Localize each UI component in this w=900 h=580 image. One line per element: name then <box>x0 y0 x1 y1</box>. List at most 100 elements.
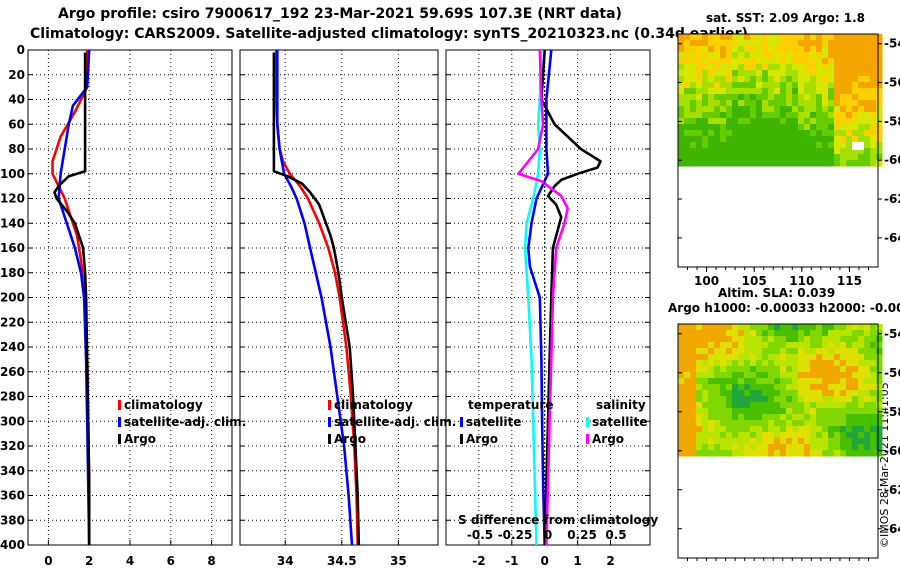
map-cell <box>864 70 871 77</box>
map-cell <box>834 124 841 131</box>
map-cell <box>846 130 853 137</box>
map-cell <box>762 450 769 457</box>
map-cell <box>678 396 685 403</box>
map-cell <box>690 46 697 53</box>
map-cell <box>876 142 883 149</box>
map-cell <box>840 354 847 361</box>
diff-legend-temp-sat: satellite <box>466 415 521 429</box>
map-cell <box>720 384 727 391</box>
map-cell <box>816 40 823 47</box>
map-cell <box>714 402 721 409</box>
map-cell <box>804 366 811 373</box>
map-cell <box>774 160 781 167</box>
map-cell <box>816 106 823 113</box>
map-cell <box>804 118 811 125</box>
map-cell <box>816 384 823 391</box>
map-cell <box>708 82 715 89</box>
map-cell <box>840 88 847 95</box>
sst-data-gap <box>852 142 864 150</box>
map-cell <box>816 336 823 343</box>
map-cell <box>774 124 781 131</box>
map-cell <box>744 390 751 397</box>
map-cell <box>840 46 847 53</box>
map-cell <box>696 432 703 439</box>
map-cell <box>678 52 685 59</box>
map-cell <box>846 118 853 125</box>
map-cell <box>714 52 721 59</box>
x-tick-label: -2 <box>472 554 485 568</box>
map-cell <box>816 136 823 143</box>
map-cell <box>678 384 685 391</box>
map-cell <box>762 118 769 125</box>
map-cell <box>720 324 727 331</box>
map-cell <box>738 118 745 125</box>
map-cell <box>798 342 805 349</box>
map-cell <box>828 324 835 331</box>
map-cell <box>828 330 835 337</box>
map-cell <box>816 324 823 331</box>
map-cell <box>786 124 793 131</box>
y-tick-label: 400 <box>0 538 25 552</box>
map-cell <box>726 64 733 71</box>
map-cell <box>738 342 745 349</box>
map-cell <box>834 342 841 349</box>
map-cell <box>726 366 733 373</box>
map-cell <box>762 360 769 367</box>
map-cell <box>858 348 865 355</box>
map-cell <box>810 64 817 71</box>
map-cell <box>678 336 685 343</box>
map-cell <box>702 136 709 143</box>
map-cell <box>756 94 763 101</box>
map-cell <box>876 154 883 161</box>
map-cell <box>822 94 829 101</box>
map-cell <box>720 88 727 95</box>
map-cell <box>780 384 787 391</box>
map-cell <box>732 360 739 367</box>
map-cell <box>726 360 733 367</box>
map-cell <box>726 396 733 403</box>
map-cell <box>720 432 727 439</box>
map-cell <box>786 70 793 77</box>
map-cell <box>732 330 739 337</box>
map-cell <box>696 450 703 457</box>
map-cell <box>744 372 751 379</box>
map-cell <box>822 336 829 343</box>
map-cell <box>696 336 703 343</box>
map-cell <box>858 106 865 113</box>
map-cell <box>804 136 811 143</box>
map-cell <box>846 148 853 155</box>
map-cell <box>804 52 811 59</box>
map-cell <box>840 420 847 427</box>
map-cell <box>858 46 865 53</box>
figure-title-line2: Climatology: CARS2009. Satellite-adjuste… <box>30 26 748 42</box>
map-cell <box>690 148 697 155</box>
map-cell <box>678 64 685 71</box>
map-cell <box>864 82 871 89</box>
map-cell <box>756 402 763 409</box>
map-cell <box>870 378 877 385</box>
map-cell <box>834 142 841 149</box>
map-cell <box>834 330 841 337</box>
map-cell <box>762 70 769 77</box>
map-cell <box>768 390 775 397</box>
map-cell <box>768 100 775 107</box>
map-cell <box>810 342 817 349</box>
map-cell <box>696 408 703 415</box>
map-y-tick-label: -54 <box>884 37 900 51</box>
map-cell <box>696 354 703 361</box>
map-cell <box>810 34 817 41</box>
map-cell <box>792 130 799 137</box>
map-cell <box>726 426 733 433</box>
map-cell <box>774 148 781 155</box>
map-cell <box>792 330 799 337</box>
map-cell <box>810 130 817 137</box>
map-cell <box>750 124 757 131</box>
legend-swatch <box>328 417 331 427</box>
map-cell <box>834 444 841 451</box>
map-cell <box>870 330 877 337</box>
map-cell <box>798 76 805 83</box>
map-cell <box>750 396 757 403</box>
map-cell <box>858 130 865 137</box>
map-cell <box>678 432 685 439</box>
map-cell <box>798 396 805 403</box>
